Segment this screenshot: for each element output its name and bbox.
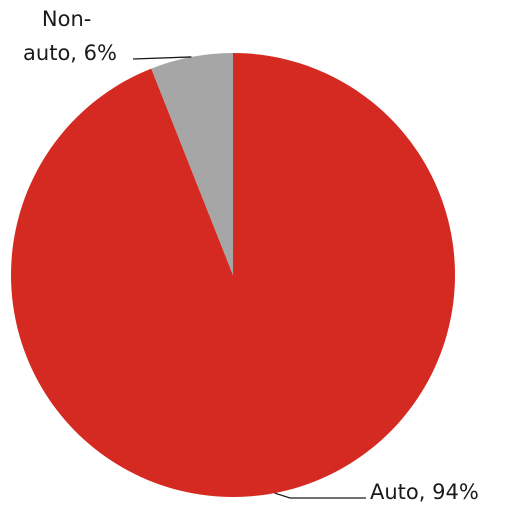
leader-line-non-auto (132, 56, 192, 60)
pie-slice-non-auto (151, 53, 233, 275)
data-label-auto: Auto, 94% (370, 480, 479, 504)
leader-line-auto (274, 492, 366, 499)
data-labels: Auto, 94% Non- auto, 6% (23, 7, 479, 504)
data-label-non-auto-line-1: Non- (42, 7, 91, 31)
leader-lines (132, 56, 366, 499)
data-label-non-auto-line-2: auto, 6% (23, 41, 117, 65)
pie-slice-auto (11, 53, 456, 497)
data-label-non-auto: Non- auto, 6% (23, 7, 117, 65)
pie-slices (11, 53, 456, 497)
data-label-auto-line-1: Auto, 94% (370, 480, 479, 504)
